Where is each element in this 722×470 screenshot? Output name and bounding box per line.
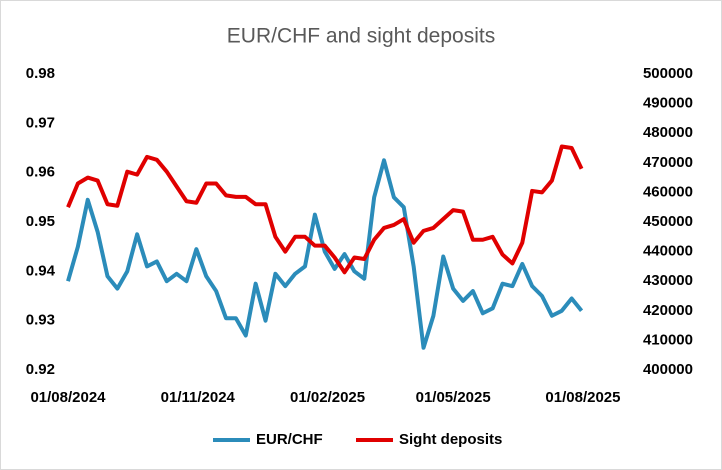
y-tick-label: 0.96 bbox=[26, 164, 55, 181]
y-tick-label: 0.92 bbox=[26, 361, 55, 378]
y2-tick-label: 400000 bbox=[643, 361, 693, 378]
y2-tick-label: 450000 bbox=[643, 213, 693, 230]
y-tick-label: 0.98 bbox=[26, 65, 55, 82]
legend-label: EUR/CHF bbox=[256, 431, 323, 448]
y2-tick-label: 490000 bbox=[643, 95, 693, 112]
y2-tick-label: 410000 bbox=[643, 331, 693, 348]
x-tick-label: 01/08/2024 bbox=[30, 389, 106, 406]
y2-tick-label: 460000 bbox=[643, 183, 693, 200]
y-tick-label: 0.97 bbox=[26, 114, 55, 131]
y-tick-label: 0.94 bbox=[26, 262, 56, 279]
y2-tick-label: 470000 bbox=[643, 154, 693, 171]
y2-tick-label: 420000 bbox=[643, 302, 693, 319]
chart-title: EUR/CHF and sight deposits bbox=[227, 25, 495, 48]
y-tick-label: 0.95 bbox=[26, 213, 55, 230]
y-tick-label: 0.93 bbox=[26, 312, 55, 329]
y2-tick-label: 500000 bbox=[643, 65, 693, 82]
series-line bbox=[66, 144, 584, 275]
x-tick-label: 01/05/2025 bbox=[416, 389, 491, 406]
x-tick-label: 01/02/2025 bbox=[290, 389, 365, 406]
y2-tick-label: 480000 bbox=[643, 124, 693, 141]
legend-label: Sight deposits bbox=[399, 431, 502, 448]
x-tick-label: 01/08/2025 bbox=[545, 389, 620, 406]
y2-tick-label: 430000 bbox=[643, 272, 693, 289]
x-tick-label: 01/11/2024 bbox=[161, 389, 236, 406]
series-line bbox=[66, 158, 584, 350]
y2-tick-label: 440000 bbox=[643, 243, 693, 260]
